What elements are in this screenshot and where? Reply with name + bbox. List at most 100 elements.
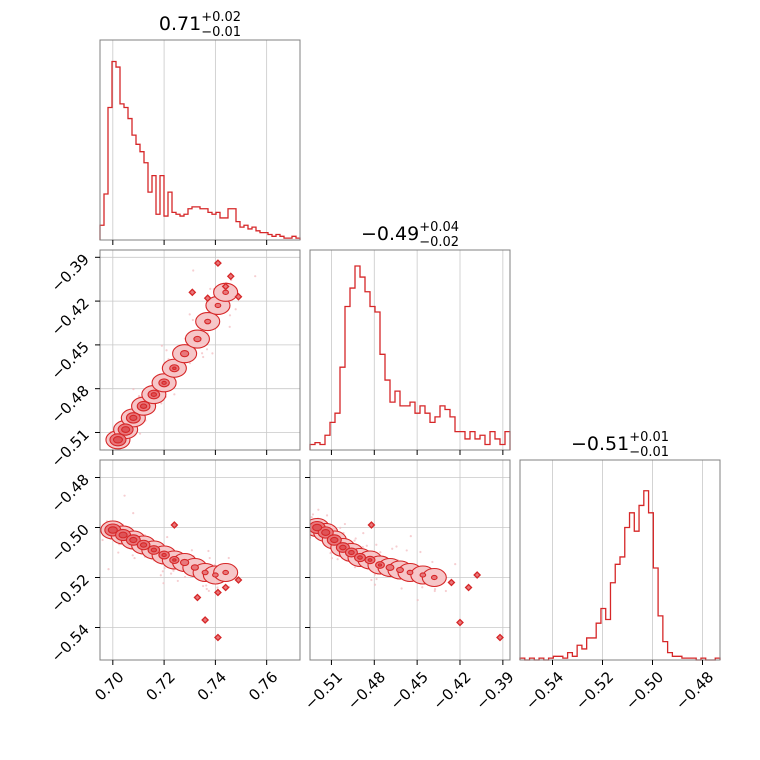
scatter-point (163, 567, 166, 570)
scatter-point (254, 275, 257, 278)
panel-frame (99, 459, 301, 661)
contour-level-3 (367, 558, 373, 562)
title-plus: +0.01 (629, 430, 669, 445)
xtick-label-p1: −0.39 (472, 668, 517, 713)
scatter-point (375, 577, 378, 581)
scatter-point (228, 325, 231, 328)
scatter-point (188, 313, 191, 316)
contour-blob (473, 571, 482, 579)
contour-level-2 (179, 558, 190, 567)
contour-level-2 (222, 289, 229, 295)
scatter-point (123, 494, 126, 497)
contour-level-3 (118, 531, 128, 539)
scatter-point (191, 318, 194, 322)
contour-level-2 (193, 335, 202, 343)
contour-blob (214, 633, 222, 642)
hist-frame (519, 459, 721, 661)
ytick-label-p2: −0.54 (48, 621, 93, 666)
scatter-point (101, 538, 104, 542)
contour-level-3 (129, 414, 138, 421)
scatter-point (297, 517, 299, 519)
contour-blob (193, 593, 202, 602)
contour-level-3 (107, 526, 118, 534)
hist-frame (99, 39, 301, 241)
scatter-point (310, 516, 313, 519)
contour-level-2 (222, 569, 229, 576)
scatter-point (370, 578, 373, 582)
xtick-label-p1: −0.42 (430, 668, 475, 713)
scatter-point (353, 539, 356, 542)
scatter-point (192, 269, 195, 272)
scatter-point (202, 355, 205, 359)
scatter-point (433, 589, 436, 593)
scatter-point (173, 393, 176, 396)
scatter-point (307, 521, 309, 523)
hist-title-p1: −0.49+0.04 (361, 220, 459, 245)
scatter-point (207, 549, 210, 553)
ytick-label-p2: −0.52 (48, 571, 93, 616)
scatter-point (354, 537, 357, 540)
scatter-point (336, 558, 339, 561)
scatter-point (444, 589, 447, 593)
xtick-label-p2: −0.50 (622, 668, 667, 713)
scatter-point (302, 529, 304, 531)
scatter-point (190, 549, 193, 552)
hist-step-p1 (309, 265, 511, 450)
scatter-point (391, 547, 394, 550)
scatter-point (405, 549, 408, 552)
scatter-point (311, 513, 315, 516)
scatter-point (296, 521, 298, 523)
contour-level-3 (172, 558, 177, 562)
scatter-point (433, 588, 437, 591)
ytick-label-p1: −0.48 (48, 382, 93, 427)
contour-blob (447, 578, 456, 587)
scatter-point (161, 570, 164, 573)
scatter-point (362, 532, 365, 535)
hist-frame (309, 249, 511, 451)
xtick-label-p0: 0.76 (245, 668, 281, 704)
contour-level-3 (172, 366, 177, 370)
contour-level-3 (321, 529, 331, 536)
panel-p1-p2 (296, 459, 511, 665)
contour-level-3 (150, 547, 158, 553)
scatter-point (205, 584, 208, 587)
scatter-point (400, 587, 403, 590)
xtick-label-p1: −0.45 (387, 668, 432, 713)
contour-level-2 (190, 564, 199, 571)
scatter-point (162, 582, 165, 585)
panel-content (103, 259, 257, 450)
scatter-point (375, 543, 378, 546)
hist-title-p0: 0.71+0.02 (159, 10, 241, 35)
scatter-point (205, 587, 208, 591)
scatter-point (421, 586, 424, 589)
title-minus: −0.01 (201, 25, 241, 40)
contour-level-2 (396, 566, 404, 574)
contour-blob (456, 618, 464, 627)
xtick-label-p2: −0.48 (672, 668, 717, 713)
scatter-point (303, 560, 305, 562)
scatter-point (339, 526, 342, 529)
contour-blob (170, 521, 179, 529)
scatter-point (172, 569, 175, 572)
contour-level-3 (150, 392, 158, 397)
contour-level-3 (339, 544, 347, 551)
hist-title-p2: −0.51+0.01 (571, 430, 669, 455)
scatter-point (353, 566, 357, 569)
scatter-point (132, 511, 135, 515)
xtick-label-p1: −0.51 (301, 668, 346, 713)
contour-blob (226, 272, 235, 281)
ytick-label-p1: −0.45 (48, 338, 93, 383)
contour-level-3 (348, 549, 355, 556)
contour-level-3 (112, 436, 123, 444)
contour-level-3 (161, 380, 167, 385)
contour-level-2 (385, 564, 395, 571)
scatter-point (454, 563, 457, 566)
scatter-point (133, 556, 136, 560)
contour-blob (201, 616, 210, 624)
scatter-point (137, 394, 141, 398)
panel-p0-p1 (95, 249, 301, 455)
contour-blob (367, 521, 376, 529)
hist-step-p2 (519, 490, 721, 661)
scatter-point (228, 314, 232, 317)
